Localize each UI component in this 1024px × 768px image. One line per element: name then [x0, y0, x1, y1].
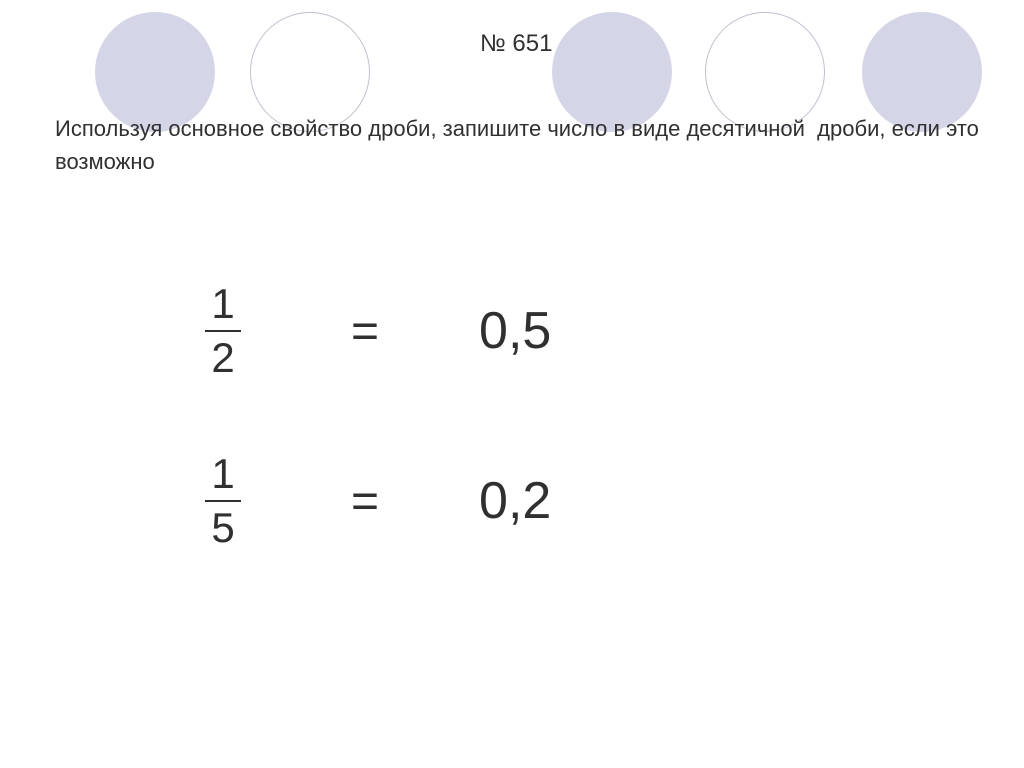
equals-1: =: [351, 304, 379, 359]
problem-number: № 651: [480, 30, 552, 58]
decimal-result-1: 0,5: [479, 301, 551, 361]
decimal-result-2: 0,2: [479, 471, 551, 531]
numerator-1: 1: [211, 280, 234, 328]
fraction-1: 1 2: [205, 280, 241, 383]
denominator-2: 5: [211, 504, 234, 552]
numerator-2: 1: [211, 450, 234, 498]
equation-row-2: 1 5 = 0,2: [205, 450, 551, 553]
equation-row-1: 1 2 = 0,5: [205, 280, 551, 383]
fraction-line-1: [205, 330, 241, 332]
denominator-1: 2: [211, 334, 234, 382]
fraction-line-2: [205, 500, 241, 502]
equals-2: =: [351, 474, 379, 529]
problem-text: Используя основное свойство дроби, запиш…: [55, 112, 979, 178]
fraction-2: 1 5: [205, 450, 241, 553]
